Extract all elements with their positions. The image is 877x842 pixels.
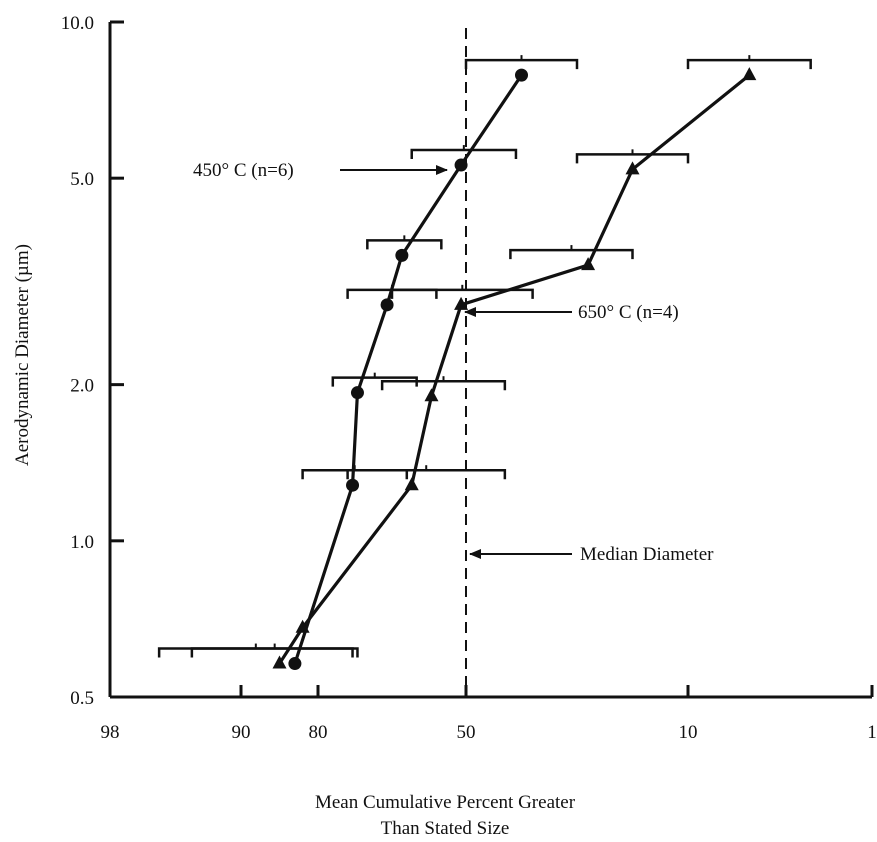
error-bar — [509, 248, 634, 260]
data-point-triangle — [454, 296, 469, 310]
y-tick-label: 0.5 — [70, 688, 94, 709]
error-bar — [366, 239, 443, 250]
data-point-circle — [380, 298, 394, 312]
data-point-circle — [454, 158, 468, 172]
data-point-circle — [288, 657, 302, 671]
series-layer — [157, 55, 812, 671]
series-line — [293, 74, 523, 665]
data-point-triangle — [625, 161, 640, 175]
data-point-triangle — [295, 619, 310, 633]
y-tick-label: 2.0 — [70, 376, 94, 397]
data-point-circle — [350, 386, 364, 400]
x-tick-label: 90 — [232, 722, 251, 743]
data-point-circle — [395, 248, 409, 262]
annotation-650: 650° C (n=4) — [464, 302, 679, 323]
error-bar — [157, 647, 354, 658]
annotation-median: Median Diameter — [469, 544, 714, 565]
data-point-triangle — [742, 67, 757, 81]
y-ticks: 0.5 1.0 2.0 5.0 10.0 — [61, 13, 124, 709]
data-point-circle — [346, 478, 360, 492]
data-point-triangle — [424, 388, 439, 402]
x-axis-title-line-2: Than Stated Size — [381, 818, 510, 839]
error-bar — [346, 468, 507, 480]
y-axis-title: Aerodynamic Diameter (µm) — [12, 244, 33, 466]
annotation-650-label: 650° C (n=4) — [578, 302, 679, 323]
data-point-circle — [515, 68, 528, 82]
data-point-triangle — [272, 655, 287, 669]
annotation-450: 450° C (n=6) — [193, 160, 448, 181]
x-tick-label: 10 — [679, 722, 698, 743]
series-650 — [157, 55, 812, 669]
series-450 — [190, 55, 579, 671]
error-bar — [410, 148, 518, 160]
series-line — [278, 73, 751, 665]
error-bar — [190, 647, 359, 658]
error-bar — [390, 288, 534, 299]
y-tick-label: 5.0 — [70, 169, 94, 190]
error-bar — [464, 58, 579, 70]
x-tick-label: 80 — [309, 722, 328, 743]
y-tick-label: 1.0 — [70, 532, 94, 553]
error-bar — [380, 379, 507, 391]
y-tick-label: 10.0 — [61, 13, 94, 34]
annotation-median-label: Median Diameter — [580, 544, 714, 565]
data-point-triangle — [404, 477, 419, 491]
x-ticks: 98 90 80 50 10 1 — [101, 685, 877, 743]
x-tick-label: 1 — [867, 722, 877, 743]
annotation-450-label: 450° C (n=6) — [193, 160, 294, 181]
x-tick-label: 98 — [101, 722, 120, 743]
x-tick-label: 50 — [457, 722, 476, 743]
data-point-triangle — [581, 257, 596, 271]
error-bar — [686, 58, 812, 70]
x-axis-title-line-1: Mean Cumulative Percent Greater — [315, 792, 576, 813]
